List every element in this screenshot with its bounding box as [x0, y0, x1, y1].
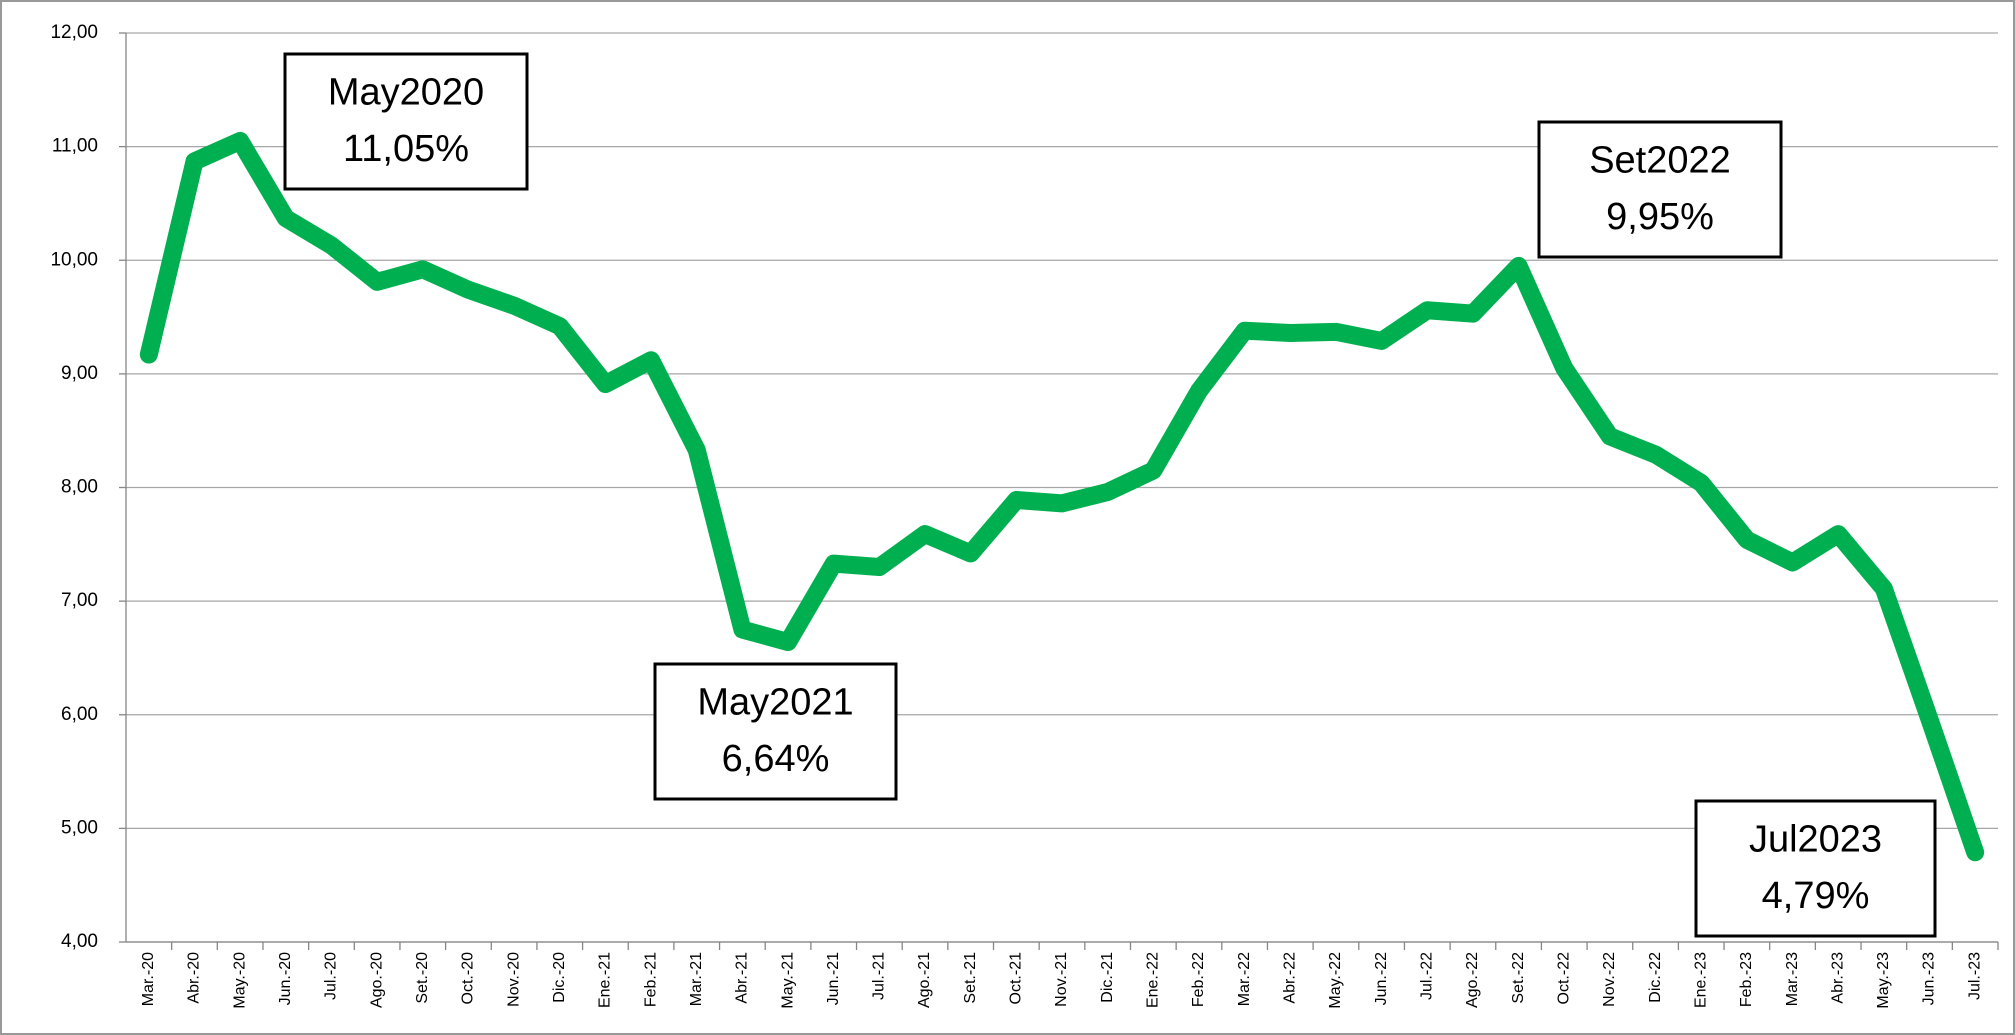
x-tick-label: Set.-21 [962, 952, 979, 1004]
x-tick-label: Ene.-21 [597, 952, 614, 1008]
x-tick-label: Mar.-23 [1784, 952, 1801, 1006]
x-tick-label: Mar.-20 [140, 952, 157, 1006]
data-line [139, 131, 1985, 862]
y-tick-label: 12,00 [50, 22, 98, 43]
x-tick-label: Jul.-21 [871, 952, 888, 1000]
x-tick-label: Oct.-21 [1008, 952, 1025, 1005]
x-tick-label: Abr.-21 [734, 952, 751, 1004]
annotation-box [1537, 120, 1783, 259]
annotation-title: Jul2023 [1749, 819, 1882, 861]
y-tick-label: 11,00 [52, 136, 98, 157]
x-tick-label: Jun.-23 [1921, 952, 1938, 1005]
x-tick-label: May.-23 [1875, 952, 1892, 1009]
x-tick-label: Jun.-21 [825, 952, 842, 1005]
x-tick-label: Ago.-20 [368, 952, 385, 1008]
annotation-box [283, 52, 529, 191]
x-tick-label: May.-20 [231, 952, 248, 1009]
x-tick-label: Dic.-22 [1647, 952, 1664, 1003]
x-tick-label: Jun.-20 [277, 952, 294, 1005]
x-tick-label: May.-21 [779, 952, 796, 1009]
x-tick-label: Abr.-23 [1829, 952, 1846, 1004]
x-tick-label: Set.-22 [1510, 952, 1527, 1004]
x-tick-label: Jun.-22 [1373, 952, 1390, 1005]
x-tick-label: Ene.-23 [1692, 952, 1709, 1008]
x-tick-label: Mar.-22 [1236, 952, 1253, 1006]
y-tick-label: 8,00 [61, 477, 98, 498]
x-tick-label: Mar.-21 [688, 952, 705, 1006]
x-tick-label: Ago.-21 [916, 952, 933, 1008]
y-tick-label: 7,00 [61, 590, 98, 611]
y-tick-label: 4,00 [61, 931, 98, 952]
annotation-box [1694, 799, 1937, 938]
x-tick-label: Jul.-20 [323, 952, 340, 1000]
y-tick-label: 9,00 [61, 363, 98, 384]
x-tick-label: Feb.-22 [1190, 952, 1207, 1007]
x-tick-label: Nov.-20 [505, 952, 522, 1007]
x-tick-label: Oct.-22 [1555, 952, 1572, 1005]
x-tick-label: Ene.-22 [1145, 952, 1162, 1008]
annotation-text: 4,79% [1762, 875, 1870, 917]
annotation-text: 6,64% [722, 738, 830, 780]
annotation-text: 9,95% [1606, 196, 1714, 238]
annotation-title: May2020 [328, 72, 484, 114]
x-tick-label: Nov.-21 [1053, 952, 1070, 1007]
annotation-title: May2021 [697, 682, 853, 724]
x-tick-label: Dic.-20 [551, 952, 568, 1003]
y-tick-label: 10,00 [50, 249, 98, 270]
x-tick-label: Jul.-23 [1966, 952, 1983, 1000]
x-tick-label: Oct.-20 [460, 952, 477, 1005]
annotation-box [653, 662, 898, 801]
x-tick-label: Jul.-22 [1418, 952, 1435, 1000]
x-tick-label: May.-22 [1327, 952, 1344, 1009]
x-tick-label: Ago.-22 [1464, 952, 1481, 1008]
y-tick-label: 5,00 [61, 817, 98, 838]
y-tick-label: 6,00 [61, 704, 98, 725]
x-tick-label: Nov.-22 [1601, 952, 1618, 1007]
x-tick-label: Set.-20 [414, 952, 431, 1004]
x-tick-label: Dic.-21 [1099, 952, 1116, 1003]
annotation-title: Set2022 [1589, 140, 1731, 182]
x-tick-label: Abr.-22 [1282, 952, 1299, 1004]
x-tick-label: Abr.-20 [186, 952, 203, 1004]
x-tick-label: Feb.-23 [1738, 952, 1755, 1007]
x-tick-label: Feb.-21 [642, 952, 659, 1007]
annotation-text: 11,05% [343, 128, 469, 170]
